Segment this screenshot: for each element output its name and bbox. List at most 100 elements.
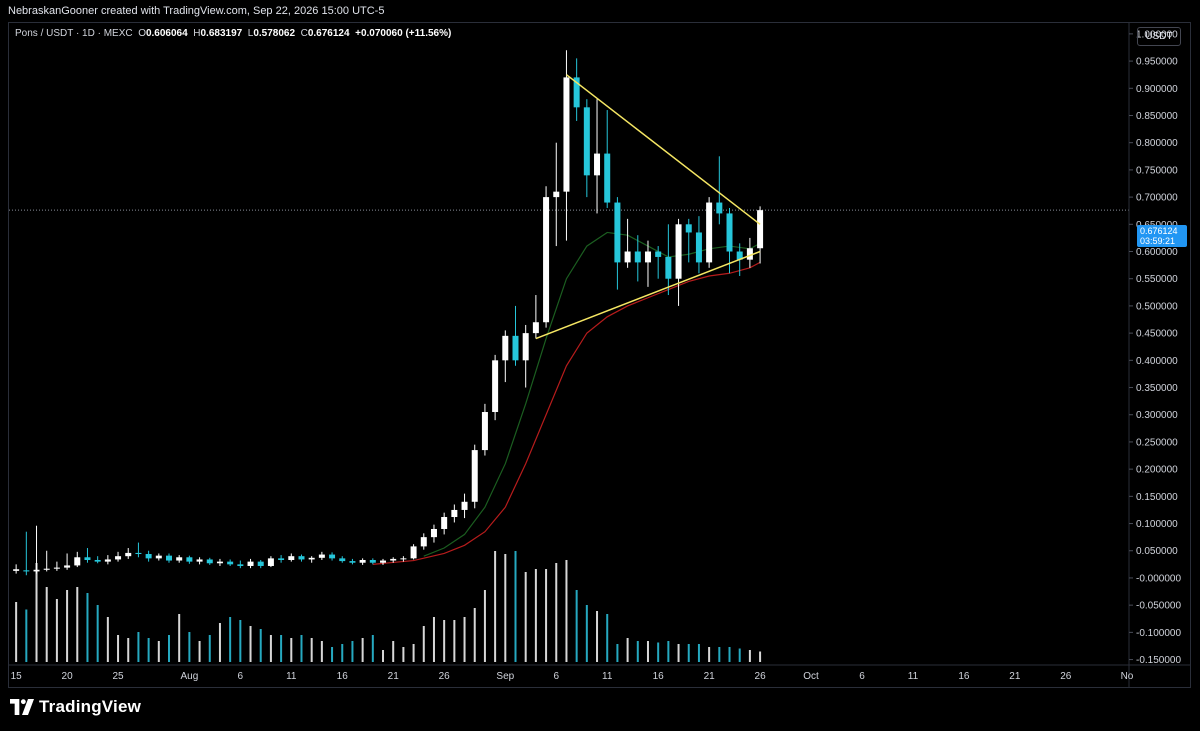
chart-panel[interactable]: 1.000000 0.950000 0.900000 0.850000 0.800000… (8, 22, 1191, 688)
volume-bar (147, 638, 150, 662)
volume-bar (565, 560, 568, 662)
volume-bar (198, 641, 201, 662)
candle-body (451, 509, 458, 518)
volume-bar (178, 614, 181, 662)
last-price-value: 0.676124 (1140, 226, 1178, 236)
candle-body (257, 561, 264, 566)
volume-bar (677, 644, 680, 662)
candle-body (461, 501, 468, 510)
volume-bar (687, 644, 690, 662)
volume-bar (514, 551, 517, 662)
candle-body (237, 564, 244, 566)
volume-bar (331, 647, 334, 662)
candle-body (359, 559, 366, 563)
candle-body (695, 232, 702, 263)
volume-bar (249, 626, 252, 662)
attribution-text: NebraskanGooner created with TradingView… (8, 5, 385, 17)
time-axis[interactable]: 15 20 25 Aug 6 11 16 21 26 Sep 6 11 16 21 26 Oct 6 11 16 21… (9, 664, 1190, 682)
ohlc-legend: Pons / USDT · 1D · MEXC O0.606064 H0.683… (15, 28, 451, 39)
volume-bar (728, 647, 731, 662)
volume-bar (55, 599, 58, 662)
candle-body (502, 335, 509, 361)
volume-bar (667, 641, 670, 662)
candle-body (33, 569, 40, 572)
candle-body (74, 557, 81, 566)
volume-bar (280, 635, 283, 662)
price-tick-label: 0.200000 (1136, 465, 1178, 476)
price-tick-label: 0.500000 (1136, 301, 1178, 312)
candle-body (492, 360, 499, 413)
volume-bar (208, 635, 211, 662)
candle-body (644, 251, 651, 263)
volume-bar (300, 635, 303, 662)
price-tick-label: 0.950000 (1136, 57, 1178, 68)
time-tick-label: 21 (1009, 671, 1021, 682)
price-tick-label: 0.250000 (1136, 437, 1178, 448)
candle-body (166, 555, 172, 561)
time-tick-label: 21 (388, 671, 400, 682)
candle-body (186, 557, 193, 562)
price-tick-label: 0.450000 (1136, 329, 1178, 340)
price-tick-label: -0.100000 (1136, 628, 1181, 639)
volume-bar (127, 638, 130, 662)
volume-bar (524, 572, 527, 662)
triangle-lower-trendline (535, 250, 761, 340)
price-tick-label: 0.400000 (1136, 356, 1178, 367)
price-tick-label: 0.550000 (1136, 274, 1178, 285)
time-tick-label: 16 (653, 671, 665, 682)
time-tick-label: 11 (286, 671, 297, 682)
low-label: L (247, 28, 254, 39)
candle-body (583, 107, 590, 176)
volume-bar (341, 644, 344, 662)
ma-slow-line (372, 261, 761, 565)
price-tick-label: -0.150000 (1136, 655, 1181, 666)
price-tick-label: 0.850000 (1136, 111, 1178, 122)
volume-bar (45, 587, 48, 662)
candle-body (400, 558, 407, 560)
volume-bar (555, 563, 558, 662)
volume-bar (66, 590, 69, 662)
candle-body (94, 559, 101, 562)
volume-bar (657, 642, 660, 662)
volume-bar (585, 605, 588, 662)
volume-bar (646, 641, 649, 662)
candle-body (145, 554, 152, 559)
high-label: H (193, 28, 201, 39)
candle-body (716, 202, 723, 214)
price-axis[interactable]: 1.000000 0.950000 0.900000 0.850000 0.800000… (1128, 23, 1181, 687)
volume-bar (697, 644, 700, 662)
volume-bar (575, 590, 578, 662)
candle-body (471, 450, 478, 502)
time-tick-label: 16 (337, 671, 349, 682)
candle-body (390, 558, 397, 561)
price-tick-label: 0.100000 (1136, 519, 1178, 530)
candle-body (84, 557, 91, 560)
candle-body (53, 567, 60, 569)
candle-body (665, 256, 672, 279)
time-tick-label: 11 (602, 671, 613, 682)
candle-body (614, 202, 621, 263)
price-chart-svg[interactable]: 1.000000 0.950000 0.900000 0.850000 0.800000… (9, 23, 1190, 687)
volume-bar (371, 635, 374, 662)
volume-bar (473, 608, 476, 662)
candle-body (543, 197, 550, 323)
triangle-drawing-layer[interactable] (535, 74, 761, 340)
price-tick-label: 0.050000 (1136, 546, 1178, 557)
candle-body (135, 552, 142, 555)
volume-bar (402, 647, 405, 662)
candle-body (380, 560, 387, 563)
volume-bar (188, 632, 191, 662)
tradingview-logo[interactable]: TradingView (10, 697, 141, 717)
volume-bar (15, 602, 18, 662)
price-tick-label: 0.750000 (1136, 165, 1178, 176)
candle-body (196, 559, 203, 562)
volume-bar (269, 635, 272, 662)
price-tick-label: 0.300000 (1136, 410, 1178, 421)
time-tick-label: 26 (1060, 671, 1072, 682)
volume-bar (606, 614, 609, 662)
candle-body (430, 528, 437, 538)
volume-bar (117, 635, 120, 662)
volume-layer (15, 551, 762, 662)
close-label: C (300, 28, 308, 39)
currency-button[interactable]: USDT (1137, 27, 1181, 46)
